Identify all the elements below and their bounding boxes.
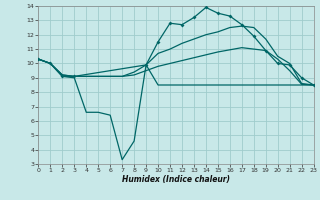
- X-axis label: Humidex (Indice chaleur): Humidex (Indice chaleur): [122, 175, 230, 184]
